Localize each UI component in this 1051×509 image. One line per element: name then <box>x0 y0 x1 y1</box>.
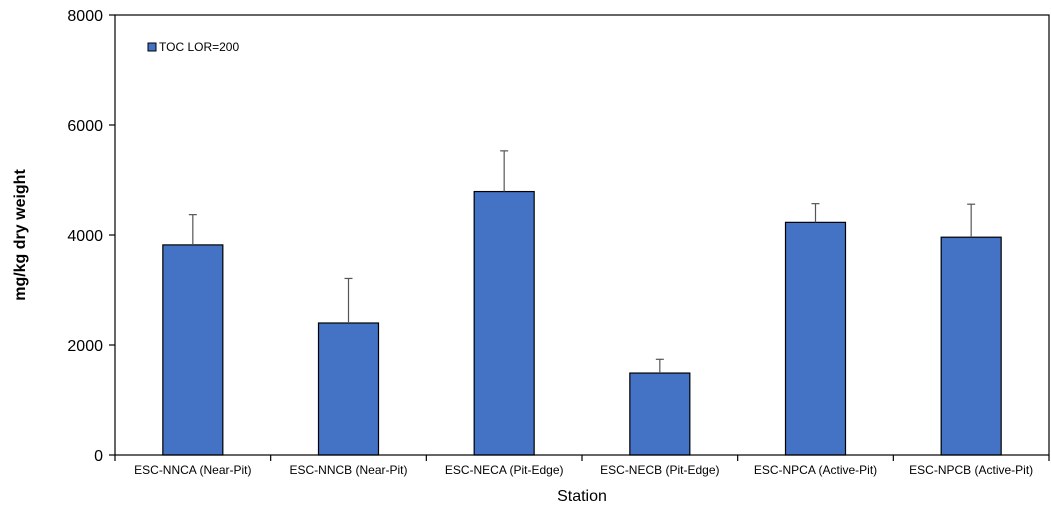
bar <box>629 372 691 456</box>
x-tick-label: ESC-NNCB (Near-Pit) <box>289 463 407 477</box>
y-tick-label: 6000 <box>67 118 103 135</box>
legend-label: TOC LOR=200 <box>159 40 239 54</box>
bar <box>162 244 224 456</box>
x-tick-label: ESC-NECB (Pit-Edge) <box>600 463 719 477</box>
y-tick-label: 4000 <box>67 228 103 245</box>
bar <box>473 190 535 456</box>
y-tick-label: 0 <box>94 448 103 465</box>
legend-swatch <box>147 42 157 52</box>
legend: TOC LOR=200 <box>147 40 239 54</box>
labels-layer: ESC-NNCA (Near-Pit) ESC-NNCB (Near-Pit) ES… <box>67 8 1033 477</box>
y-tick-label: 8000 <box>67 8 103 25</box>
bar <box>317 322 380 456</box>
x-tick-label: ESC-NPCB (Active-Pit) <box>909 463 1033 477</box>
bar <box>940 236 1002 456</box>
y-tick-label: 2000 <box>67 338 103 355</box>
bars-layer <box>162 150 1002 456</box>
bar <box>784 221 847 456</box>
plot-frame <box>114 14 1050 456</box>
axes-layer <box>109 14 1050 461</box>
x-tick-label: ESC-NNCA (Near-Pit) <box>134 463 251 477</box>
y-axis-label: mg/kg dry weight <box>12 169 29 301</box>
x-axis-label: Station <box>557 488 607 505</box>
x-tick-label: ESC-NECA (Pit-Edge) <box>445 463 564 477</box>
x-tick-label: ESC-NPCA (Active-Pit) <box>754 463 877 477</box>
